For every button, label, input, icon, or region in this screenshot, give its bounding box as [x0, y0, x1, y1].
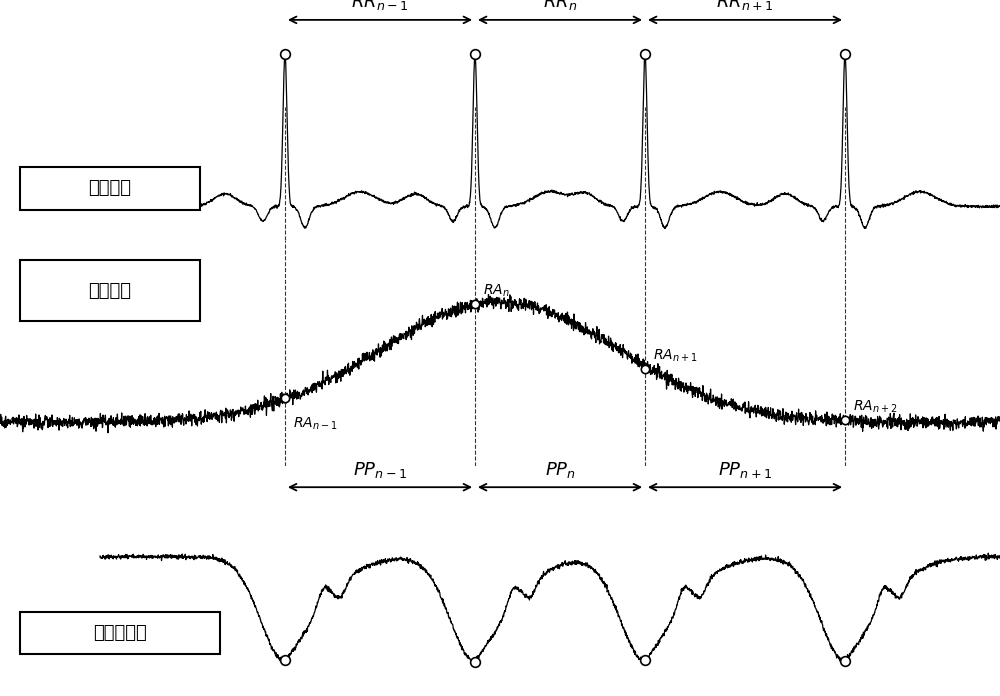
Text: 呼吸信号: 呼吸信号	[88, 282, 132, 300]
Text: $RA_{n}$: $RA_{n}$	[483, 283, 510, 299]
Text: $PP_{n+1}$: $PP_{n+1}$	[718, 460, 772, 480]
FancyBboxPatch shape	[20, 612, 220, 654]
Text: $RA_{n+1}$: $RA_{n+1}$	[653, 347, 697, 364]
Text: 心电信号: 心电信号	[88, 179, 132, 197]
FancyBboxPatch shape	[20, 260, 200, 322]
Text: $PP_{n-1}$: $PP_{n-1}$	[353, 460, 407, 480]
Text: $RR_{n+1}$: $RR_{n+1}$	[716, 0, 774, 13]
Text: $RA_{n-1}$: $RA_{n-1}$	[293, 416, 337, 432]
Text: $PP_{n}$: $PP_{n}$	[545, 460, 575, 480]
FancyBboxPatch shape	[20, 167, 200, 209]
Text: $RA_{n+2}$: $RA_{n+2}$	[853, 398, 897, 415]
Text: $RR_{n}$: $RR_{n}$	[543, 0, 577, 13]
Text: 脉搏波信号: 脉搏波信号	[93, 624, 147, 642]
Text: $RR_{n-1}$: $RR_{n-1}$	[351, 0, 409, 13]
